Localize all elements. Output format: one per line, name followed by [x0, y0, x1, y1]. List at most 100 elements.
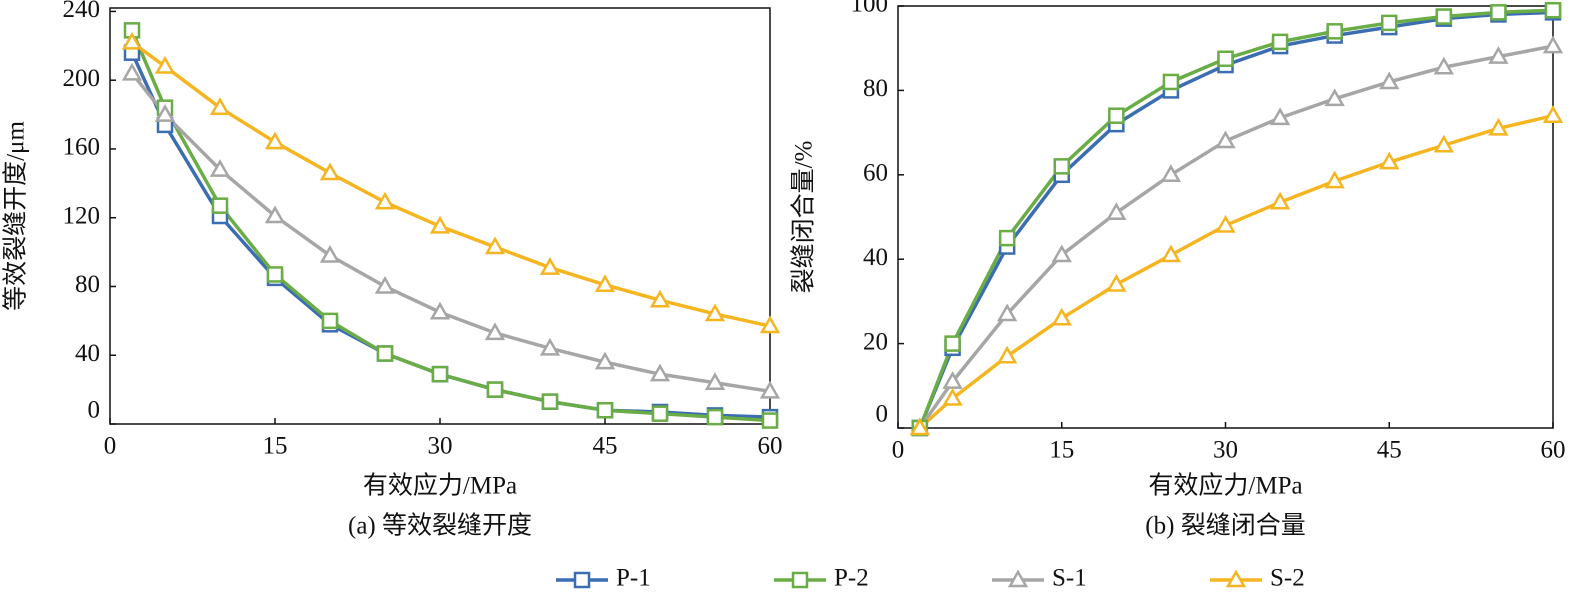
marker-square: [266, 266, 284, 283]
marker-triangle: [1433, 134, 1454, 153]
marker-square: [376, 345, 394, 362]
legend-label: S-1: [1052, 565, 1087, 592]
subtitle: (a) 等效裂缝开度: [348, 512, 532, 540]
x-tick-label: 0: [892, 437, 905, 464]
marker-triangle: [704, 372, 726, 390]
x-tick-label: 60: [1541, 437, 1566, 464]
marker-triangle: [1269, 191, 1291, 210]
marker-triangle: [319, 162, 341, 181]
y-tick-label: 20: [863, 328, 888, 355]
x-tick-label: 30: [428, 433, 453, 460]
y-tick-label: 240: [63, 0, 101, 23]
y-tick-label: 200: [63, 65, 101, 92]
marker-triangle: [319, 245, 341, 263]
y-tick-label: 60: [863, 160, 888, 187]
marker-square: [1053, 158, 1070, 175]
y-tick-label: 80: [863, 75, 888, 102]
y-axis-label: 裂缝闭合量/%: [790, 141, 818, 294]
legend-label: P-2: [834, 565, 869, 592]
y-tick-label: 100: [851, 0, 889, 18]
x-tick-label: 0: [104, 433, 117, 460]
marker-triangle: [759, 380, 781, 399]
subtitle: (b) 裂缝闭合量: [1145, 512, 1305, 540]
marker-triangle: [1324, 170, 1345, 189]
marker-square: [998, 229, 1016, 247]
legend-marker: [1225, 569, 1247, 588]
marker-triangle: [121, 62, 143, 81]
marker-triangle: [1379, 151, 1400, 170]
x-tick-label: 30: [1213, 437, 1238, 464]
y-tick-label: 0: [876, 401, 889, 428]
marker-square: [431, 365, 449, 383]
marker-square: [1108, 107, 1125, 124]
marker-triangle: [649, 363, 671, 382]
marker-triangle: [484, 236, 506, 255]
marker-square: [486, 381, 504, 398]
marker-triangle: [374, 191, 396, 210]
plot-frame: [109, 7, 771, 425]
marker-square: [1162, 73, 1180, 91]
marker-square: [211, 197, 229, 214]
plot-frame: [897, 5, 1554, 429]
marker-square: [1435, 8, 1453, 25]
series-line: [130, 51, 771, 419]
x-tick-label: 15: [263, 433, 288, 460]
marker-square: [321, 312, 339, 330]
marker-square: [706, 408, 724, 426]
marker-triangle: [759, 315, 781, 334]
marker-triangle: [1106, 202, 1127, 221]
marker-triangle: [121, 31, 143, 50]
marker-triangle: [1051, 307, 1072, 326]
marker-square: [541, 393, 559, 410]
marker-triangle: [909, 417, 930, 436]
x-tick-label: 45: [1377, 437, 1402, 464]
marker-square: [1217, 50, 1234, 67]
marker-triangle: [1160, 164, 1182, 183]
y-tick-label: 40: [75, 340, 100, 367]
marker-triangle: [1379, 71, 1400, 90]
legend-marker: [1007, 569, 1029, 588]
y-tick-label: 120: [63, 202, 101, 229]
marker-triangle: [1160, 244, 1182, 263]
marker-triangle: [429, 301, 451, 320]
legend-marker: [573, 571, 591, 589]
marker-square: [1490, 4, 1507, 21]
marker-triangle: [539, 337, 561, 356]
marker-square: [944, 335, 961, 352]
x-axis-label: 有效应力/MPa: [363, 472, 517, 500]
marker-triangle: [1215, 214, 1236, 233]
marker-triangle: [154, 55, 176, 74]
y-tick-label: 160: [63, 134, 101, 161]
marker-square: [1381, 14, 1398, 32]
marker-triangle: [704, 303, 726, 322]
x-tick-label: 60: [758, 433, 783, 460]
marker-triangle: [154, 104, 176, 122]
marker-triangle: [997, 345, 1018, 364]
marker-triangle: [1433, 56, 1454, 75]
y-tick-label: 80: [75, 271, 100, 298]
marker-triangle: [942, 387, 963, 406]
marker-triangle: [1324, 88, 1345, 107]
y-tick-label: 0: [88, 397, 101, 424]
marker-triangle: [1051, 244, 1072, 263]
marker-square: [596, 401, 614, 419]
marker-triangle: [1488, 46, 1509, 64]
marker-square: [651, 405, 669, 422]
marker-triangle: [1215, 130, 1236, 149]
marker-triangle: [594, 351, 616, 370]
marker-triangle: [429, 215, 451, 234]
x-axis-label: 有效应力/MPa: [1148, 472, 1302, 500]
marker-square: [761, 412, 779, 429]
marker-square: [1326, 23, 1343, 40]
marker-triangle: [1106, 274, 1127, 292]
marker-triangle: [264, 131, 286, 150]
marker-triangle: [539, 257, 561, 275]
marker-triangle: [1542, 105, 1564, 123]
legend-marker: [791, 571, 809, 589]
marker-triangle: [209, 159, 231, 177]
series-line: [130, 40, 771, 328]
x-tick-label: 45: [593, 433, 618, 460]
marker-triangle: [374, 275, 396, 294]
x-tick-label: 15: [1049, 437, 1074, 464]
marker-triangle: [1488, 117, 1509, 136]
